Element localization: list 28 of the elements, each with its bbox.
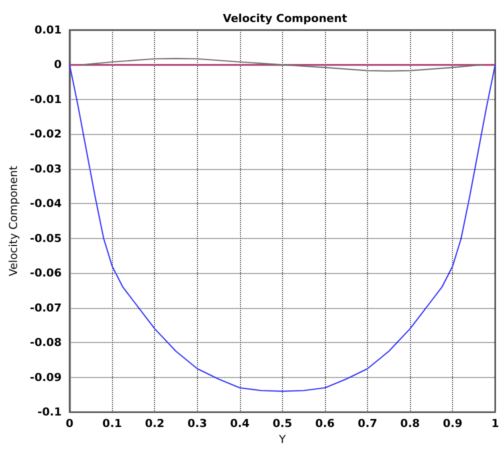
y-tick-label: -0.05 (30, 232, 62, 245)
line-series (69, 64, 496, 392)
x-tick-label: 0.4 (230, 417, 250, 430)
chart-title: Velocity Component (222, 12, 348, 25)
y-tick-label: 0 (54, 58, 62, 72)
y-tick-label: -0.08 (30, 336, 62, 350)
x-tick-label: 0.7 (358, 417, 378, 430)
y-tick-label: -0.06 (30, 266, 62, 280)
y-tick-label: -0.01 (30, 92, 62, 106)
x-tick-label: 0.9 (442, 417, 462, 430)
x-tick-label: 0.3 (188, 417, 208, 430)
x-tick-label: 0.2 (144, 417, 164, 430)
x-axis-title: Y (278, 433, 286, 446)
x-tick-label: 0 (66, 417, 74, 430)
y-tick-label: -0.09 (30, 370, 62, 384)
y-tick-label: -0.02 (30, 128, 62, 141)
x-tick-label: 0.8 (400, 417, 420, 430)
x-tick-label: 1 (491, 417, 499, 430)
x-tick-label: 0.6 (315, 417, 336, 430)
y-tick-label: -0.04 (30, 197, 62, 210)
x-tick-label: 0.5 (272, 417, 292, 430)
y-tick-label: 0.01 (34, 24, 62, 36)
x-tick-label: 0.1 (102, 417, 122, 430)
y-tick-label: -0.07 (30, 301, 62, 314)
y-tick-label: -0.1 (38, 406, 62, 419)
y-tick-label: -0.03 (30, 162, 62, 176)
line-series (82, 58, 484, 72)
y-axis-title: Velocity Component (7, 165, 20, 276)
